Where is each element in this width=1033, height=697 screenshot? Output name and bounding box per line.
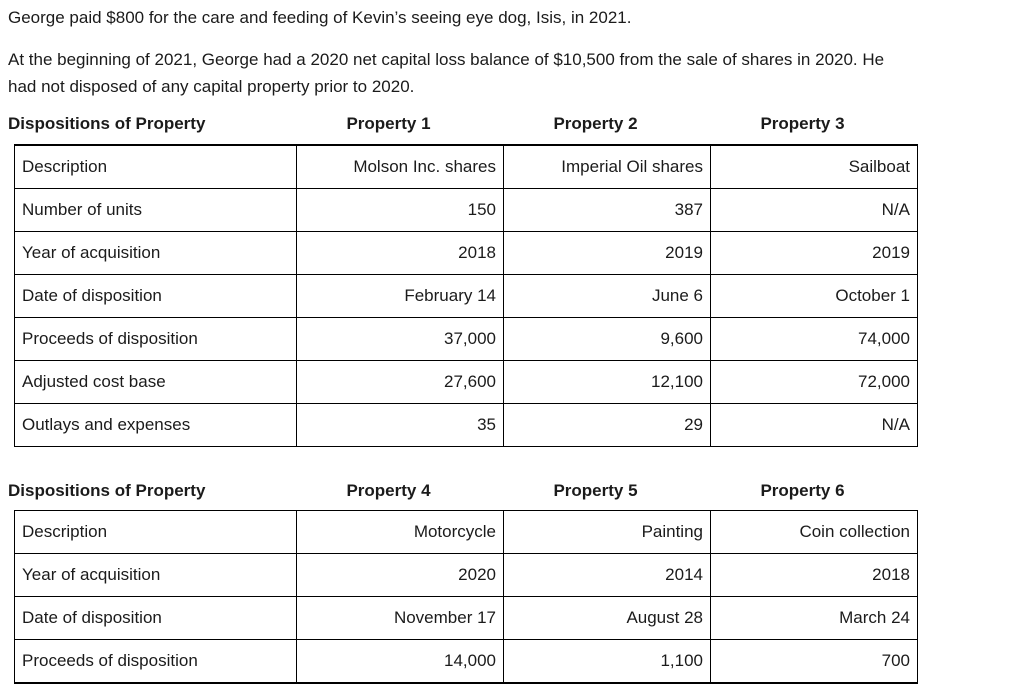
cell-property2-acb: 12,100 bbox=[503, 360, 711, 404]
cell-property1-acb: 27,600 bbox=[296, 360, 504, 404]
cell-property2-year: 2019 bbox=[503, 231, 711, 275]
row-label: Proceeds of disposition bbox=[14, 317, 297, 361]
cell-property6-date: March 24 bbox=[710, 596, 918, 640]
cell-property4-year: 2020 bbox=[296, 553, 504, 597]
table-row-date-of-disposition: Date of disposition November 17 August 2… bbox=[14, 596, 918, 640]
cell-property2-outlays: 29 bbox=[503, 403, 711, 447]
cell-property1-date: February 14 bbox=[296, 274, 504, 318]
table-row-proceeds-of-disposition: Proceeds of disposition 37,000 9,600 74,… bbox=[14, 317, 918, 361]
row-label: Year of acquisition bbox=[14, 231, 297, 275]
table2-header-property-4: Property 4 bbox=[346, 481, 431, 500]
cell-property3-year: 2019 bbox=[710, 231, 918, 275]
row-label: Year of acquisition bbox=[14, 553, 297, 597]
dispositions-table-2: Description Motorcycle Painting Coin col… bbox=[14, 510, 918, 684]
table2-header-property-5: Property 5 bbox=[553, 481, 638, 500]
table1-header-property-1: Property 1 bbox=[346, 114, 431, 133]
cell-property3-acb: 72,000 bbox=[710, 360, 918, 404]
cell-property1-description: Molson Inc. shares bbox=[296, 144, 504, 189]
intro-paragraph-2-line-1: At the beginning of 2021, George had a 2… bbox=[8, 50, 885, 69]
intro-paragraph-1: George paid $800 for the care and feedin… bbox=[8, 8, 632, 27]
cell-property5-proceeds: 1,100 bbox=[503, 639, 711, 684]
table1-header-row: Dispositions of Property Property 1 Prop… bbox=[8, 110, 1033, 137]
cell-property2-proceeds: 9,600 bbox=[503, 317, 711, 361]
table-row-number-of-units: Number of units 150 387 N/A bbox=[14, 188, 918, 232]
table-row-year-of-acquisition: Year of acquisition 2020 2014 2018 bbox=[14, 553, 918, 597]
table-row-date-of-disposition: Date of disposition February 14 June 6 O… bbox=[14, 274, 918, 318]
cell-property5-date: August 28 bbox=[503, 596, 711, 640]
intro-paragraph-2-line-2: had not disposed of any capital property… bbox=[8, 77, 415, 96]
cell-property1-units: 150 bbox=[296, 188, 504, 232]
cell-property4-description: Motorcycle bbox=[296, 510, 504, 554]
cell-property4-proceeds: 14,000 bbox=[296, 639, 504, 684]
row-label: Outlays and expenses bbox=[14, 403, 297, 447]
cell-property3-units: N/A bbox=[710, 188, 918, 232]
row-label: Description bbox=[14, 144, 297, 189]
table-row-adjusted-cost-base: Adjusted cost base 27,600 12,100 72,000 bbox=[14, 360, 918, 404]
row-label: Number of units bbox=[14, 188, 297, 232]
table2-header-title: Dispositions of Property bbox=[8, 481, 206, 500]
cell-property2-description: Imperial Oil shares bbox=[503, 144, 711, 189]
cell-property1-proceeds: 37,000 bbox=[296, 317, 504, 361]
cell-property2-date: June 6 bbox=[503, 274, 711, 318]
table-row-description: Description Molson Inc. shares Imperial … bbox=[14, 144, 918, 189]
cell-property3-description: Sailboat bbox=[710, 144, 918, 189]
cell-property5-year: 2014 bbox=[503, 553, 711, 597]
row-label: Adjusted cost base bbox=[14, 360, 297, 404]
cell-property3-outlays: N/A bbox=[710, 403, 918, 447]
cell-property3-proceeds: 74,000 bbox=[710, 317, 918, 361]
cell-property1-year: 2018 bbox=[296, 231, 504, 275]
table-row-proceeds-of-disposition: Proceeds of disposition 14,000 1,100 700 bbox=[14, 639, 918, 684]
table1-header-property-2: Property 2 bbox=[553, 114, 638, 133]
table2-header-property-6: Property 6 bbox=[760, 481, 845, 500]
cell-property6-proceeds: 700 bbox=[710, 639, 918, 684]
intro-paragraph-2: At the beginning of 2021, George had a 2… bbox=[8, 46, 1033, 100]
cell-property5-description: Painting bbox=[503, 510, 711, 554]
table1-header-title: Dispositions of Property bbox=[8, 114, 206, 133]
dispositions-table-1: Description Molson Inc. shares Imperial … bbox=[14, 144, 918, 447]
table2-header-row: Dispositions of Property Property 4 Prop… bbox=[8, 477, 1033, 504]
cell-property3-date: October 1 bbox=[710, 274, 918, 318]
row-label: Date of disposition bbox=[14, 596, 297, 640]
row-label: Proceeds of disposition bbox=[14, 639, 297, 684]
cell-property1-outlays: 35 bbox=[296, 403, 504, 447]
cell-property2-units: 387 bbox=[503, 188, 711, 232]
table-row-outlays-and-expenses: Outlays and expenses 35 29 N/A bbox=[14, 403, 918, 447]
table-row-description: Description Motorcycle Painting Coin col… bbox=[14, 510, 918, 554]
cell-property4-date: November 17 bbox=[296, 596, 504, 640]
row-label: Description bbox=[14, 510, 297, 554]
table1-header-property-3: Property 3 bbox=[760, 114, 845, 133]
row-label: Date of disposition bbox=[14, 274, 297, 318]
table-row-year-of-acquisition: Year of acquisition 2018 2019 2019 bbox=[14, 231, 918, 275]
cell-property6-description: Coin collection bbox=[710, 510, 918, 554]
cell-property6-year: 2018 bbox=[710, 553, 918, 597]
